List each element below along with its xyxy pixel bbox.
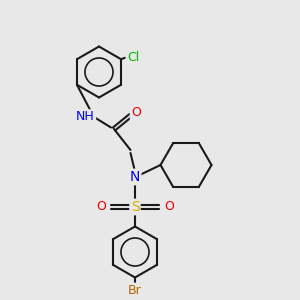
Text: O: O — [131, 106, 141, 119]
Text: O: O — [164, 200, 174, 214]
Text: Cl: Cl — [127, 51, 139, 64]
Text: NH: NH — [76, 110, 95, 124]
Text: S: S — [130, 200, 140, 214]
Text: N: N — [130, 170, 140, 184]
Text: O: O — [96, 200, 106, 214]
Text: Br: Br — [128, 284, 142, 297]
